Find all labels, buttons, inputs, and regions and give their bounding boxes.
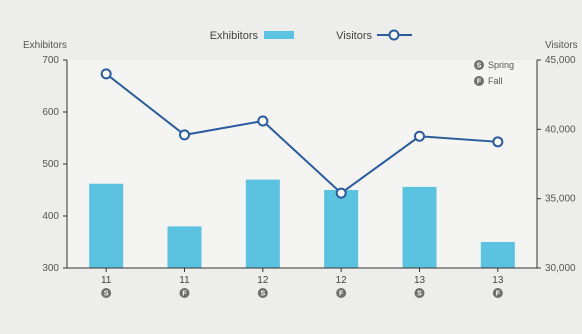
right-tick-label: 35,000: [545, 194, 576, 205]
legend-visitors-label: Visitors: [336, 30, 372, 42]
season-badge: [414, 288, 425, 298]
right-tick-label: 30,000: [545, 263, 576, 274]
season-legend-badge: [474, 76, 484, 86]
category-year-label: 12: [257, 275, 269, 286]
visitors-point: [492, 136, 504, 148]
visitors-point: [179, 129, 190, 141]
left-tick-label: 600: [42, 107, 59, 118]
season-badge: [101, 288, 112, 298]
season-legend-letter: S: [477, 63, 482, 70]
right-tick-label: 45,000: [545, 55, 576, 66]
season-badge-letter: F: [496, 291, 501, 298]
exhibitors-bar: [167, 226, 202, 268]
category-year-label: 13: [492, 275, 504, 286]
category-year-label: 13: [414, 275, 426, 286]
season-badge: [336, 288, 347, 298]
visitors-point: [335, 187, 347, 199]
left-axis-title: Exhibitors: [23, 40, 67, 51]
left-tick-label: 700: [42, 55, 59, 66]
visitors-line: [105, 73, 498, 195]
legend-visitors-marker: [388, 29, 400, 41]
category-year-label: 11: [179, 275, 190, 286]
left-tick-label: 400: [42, 211, 59, 222]
season-badge-letter: S: [104, 291, 109, 298]
left-tick-label: 500: [42, 159, 59, 170]
visitors-point: [414, 130, 425, 142]
season-badge-letter: S: [260, 291, 265, 298]
legend-exhibitors-label: Exhibitors: [210, 30, 259, 42]
category-year-label: 12: [336, 275, 348, 286]
exhibitors-bar: [324, 190, 359, 268]
plot-area: [67, 60, 537, 268]
exhibitors-bar: [480, 242, 515, 268]
season-legend-badge: [474, 60, 484, 70]
visitors-point: [100, 68, 112, 80]
category-year-label: 11: [101, 275, 112, 286]
left-tick-label: 300: [42, 263, 59, 274]
season-legend-letter: F: [477, 79, 482, 86]
visitors-point: [257, 115, 269, 127]
season-badge-letter: F: [182, 291, 187, 298]
season-badge-letter: S: [417, 291, 422, 298]
season-badge: [257, 288, 268, 298]
exhibitors-bar: [402, 186, 437, 268]
season-legend-label: Fall: [488, 76, 503, 86]
season-badge: [492, 288, 503, 298]
exhibitors-bar: [245, 179, 280, 268]
season-legend-label: Spring: [488, 60, 514, 70]
exhibitors-bar: [89, 183, 124, 268]
legend-exhibitors-swatch: [264, 31, 294, 39]
right-axis-title: Visitors: [545, 40, 578, 51]
season-badge-letter: F: [339, 291, 344, 298]
right-tick-label: 40,000: [545, 124, 576, 135]
season-badge: [179, 288, 190, 298]
